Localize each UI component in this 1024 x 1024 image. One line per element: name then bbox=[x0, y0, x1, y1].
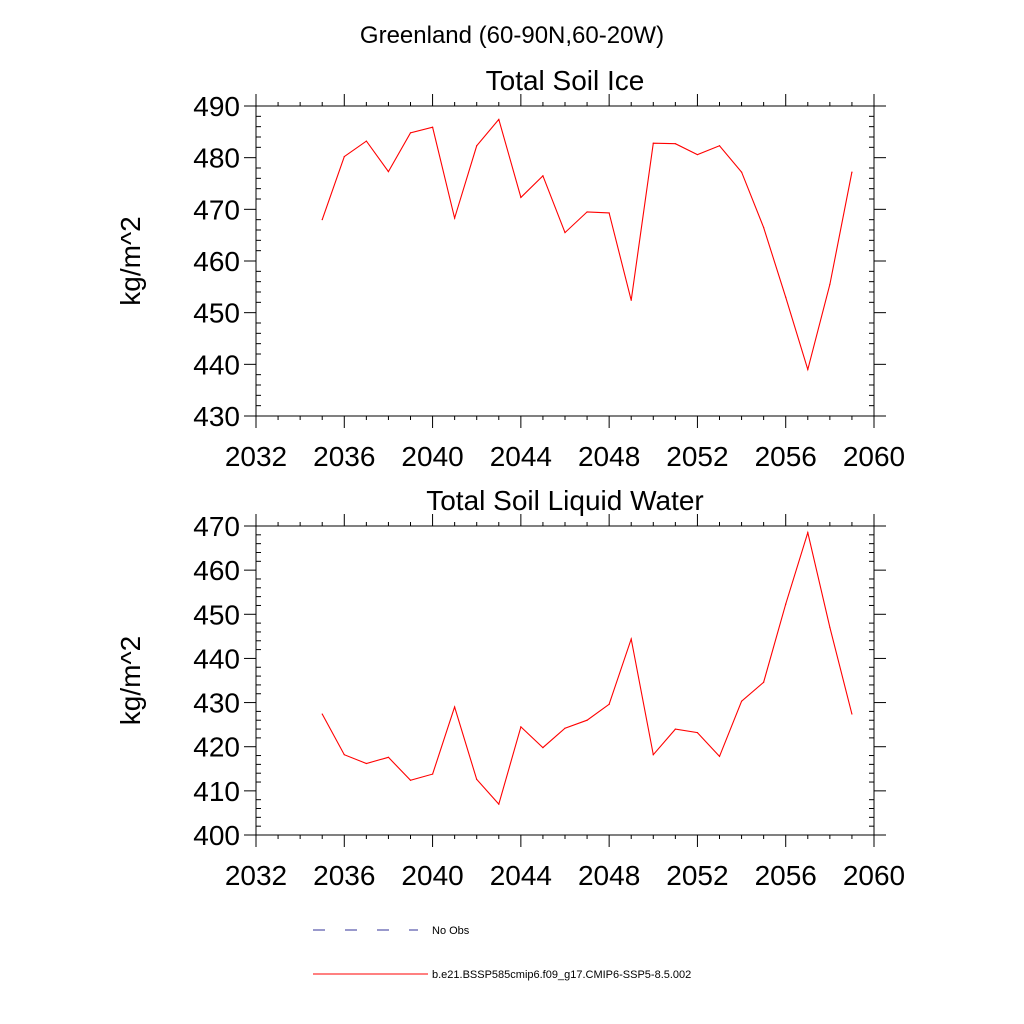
data-point bbox=[652, 754, 654, 756]
chart-title: Total Soil Liquid Water bbox=[426, 485, 704, 516]
y-axis-label: kg/m^2 bbox=[115, 636, 146, 725]
x-tick-label: 2044 bbox=[490, 441, 552, 472]
x-tick-label: 2056 bbox=[755, 441, 817, 472]
legend: No Obs b.e21.BSSP585cmip6.f09_g17.CMIP6-… bbox=[313, 925, 691, 981]
data-point bbox=[409, 132, 412, 134]
y-tick-label: 420 bbox=[193, 732, 240, 763]
data-point bbox=[476, 778, 478, 780]
data-point bbox=[498, 803, 500, 805]
x-tick-label: 2060 bbox=[843, 441, 905, 472]
data-point bbox=[785, 296, 787, 298]
plot-frame bbox=[255, 105, 875, 417]
x-tick-label: 2056 bbox=[755, 860, 817, 891]
legend-label-model-run: b.e21.BSSP585cmip6.f09_g17.CMIP6-SSP5-8.… bbox=[432, 969, 691, 981]
data-point bbox=[630, 638, 632, 640]
x-tick-label: 2052 bbox=[666, 441, 728, 472]
data-point bbox=[851, 171, 853, 173]
y-tick-label: 440 bbox=[193, 349, 240, 380]
y-tick-label: 430 bbox=[193, 688, 240, 719]
panel-total-soil-ice: Total Soil Ice 2032 2036 2040 2044 2048 2052 20… bbox=[115, 65, 905, 472]
data-point bbox=[564, 727, 566, 729]
data-point bbox=[520, 726, 522, 728]
y-tick-label: 440 bbox=[193, 643, 240, 674]
figure-suptitle: Greenland (60-90N,60-20W) bbox=[360, 22, 664, 49]
x-tick-label: 2040 bbox=[401, 860, 463, 891]
x-tick-label: 2032 bbox=[225, 860, 287, 891]
y-tick-label: 460 bbox=[193, 246, 240, 277]
data-point bbox=[652, 142, 654, 144]
data-point bbox=[321, 219, 323, 221]
y-tick-label: 490 bbox=[193, 91, 240, 122]
data-point bbox=[763, 681, 765, 683]
data-point bbox=[321, 713, 323, 715]
y-tick-label: 410 bbox=[193, 776, 240, 807]
data-point bbox=[829, 283, 831, 285]
data-point bbox=[409, 779, 412, 781]
data-point bbox=[807, 532, 809, 534]
data-point bbox=[718, 145, 721, 147]
x-tick-label: 2032 bbox=[225, 441, 287, 472]
data-point bbox=[829, 626, 831, 629]
data-point bbox=[498, 118, 500, 121]
y-tick-label: 450 bbox=[193, 298, 240, 329]
data-point bbox=[431, 126, 434, 128]
data-point bbox=[696, 731, 699, 734]
y-tick-label: 460 bbox=[193, 555, 240, 586]
y-tick-label: 470 bbox=[193, 194, 240, 225]
data-point bbox=[696, 153, 699, 156]
data-point bbox=[630, 299, 632, 301]
series-line-total-soil-liquid-water bbox=[321, 530, 853, 806]
plot-frame bbox=[255, 525, 875, 836]
data-point bbox=[718, 755, 721, 758]
chart-title: Total Soil Ice bbox=[486, 65, 645, 96]
data-point bbox=[520, 196, 522, 199]
y-tick-label: 430 bbox=[193, 401, 240, 432]
x-tick-label: 2052 bbox=[666, 860, 728, 891]
data-point bbox=[454, 706, 456, 708]
x-tick-label: 2036 bbox=[313, 860, 375, 891]
data-point bbox=[387, 756, 390, 758]
data-point bbox=[564, 231, 566, 234]
y-tick-label: 450 bbox=[193, 599, 240, 630]
y-tick-label: 400 bbox=[193, 820, 240, 851]
data-point bbox=[763, 226, 765, 229]
data-point bbox=[431, 773, 434, 775]
data-point bbox=[343, 754, 345, 756]
data-point bbox=[586, 719, 588, 721]
data-point bbox=[542, 175, 544, 177]
panel-total-soil-liquid-water: Total Soil Liquid Water 2032 2036 2040 2044 2… bbox=[115, 485, 905, 891]
data-point bbox=[851, 713, 853, 715]
data-point bbox=[807, 368, 809, 371]
data-point bbox=[476, 145, 478, 147]
x-tick-label: 2048 bbox=[578, 441, 640, 472]
data-point bbox=[542, 746, 544, 749]
data-point bbox=[740, 171, 743, 173]
data-point bbox=[674, 143, 676, 145]
y-tick-label: 480 bbox=[193, 143, 240, 174]
data-point bbox=[586, 211, 588, 213]
series-line-total-soil-ice bbox=[321, 118, 853, 372]
data-point bbox=[740, 700, 743, 702]
x-tick-label: 2044 bbox=[490, 860, 552, 891]
data-point bbox=[387, 171, 390, 173]
y-tick-label: 470 bbox=[193, 511, 240, 542]
y-axis-label: kg/m^2 bbox=[115, 216, 146, 305]
legend-label-no-obs: No Obs bbox=[432, 925, 470, 937]
data-point bbox=[343, 156, 345, 158]
data-point bbox=[785, 603, 787, 605]
x-tick-label: 2048 bbox=[578, 860, 640, 891]
x-tick-label: 2036 bbox=[313, 441, 375, 472]
x-tick-label: 2040 bbox=[401, 441, 463, 472]
data-point bbox=[674, 728, 676, 730]
data-point bbox=[608, 212, 610, 214]
data-point bbox=[365, 140, 367, 142]
x-tick-label: 2060 bbox=[843, 860, 905, 891]
data-point bbox=[608, 703, 610, 705]
data-point bbox=[365, 762, 367, 765]
data-point bbox=[454, 217, 456, 219]
